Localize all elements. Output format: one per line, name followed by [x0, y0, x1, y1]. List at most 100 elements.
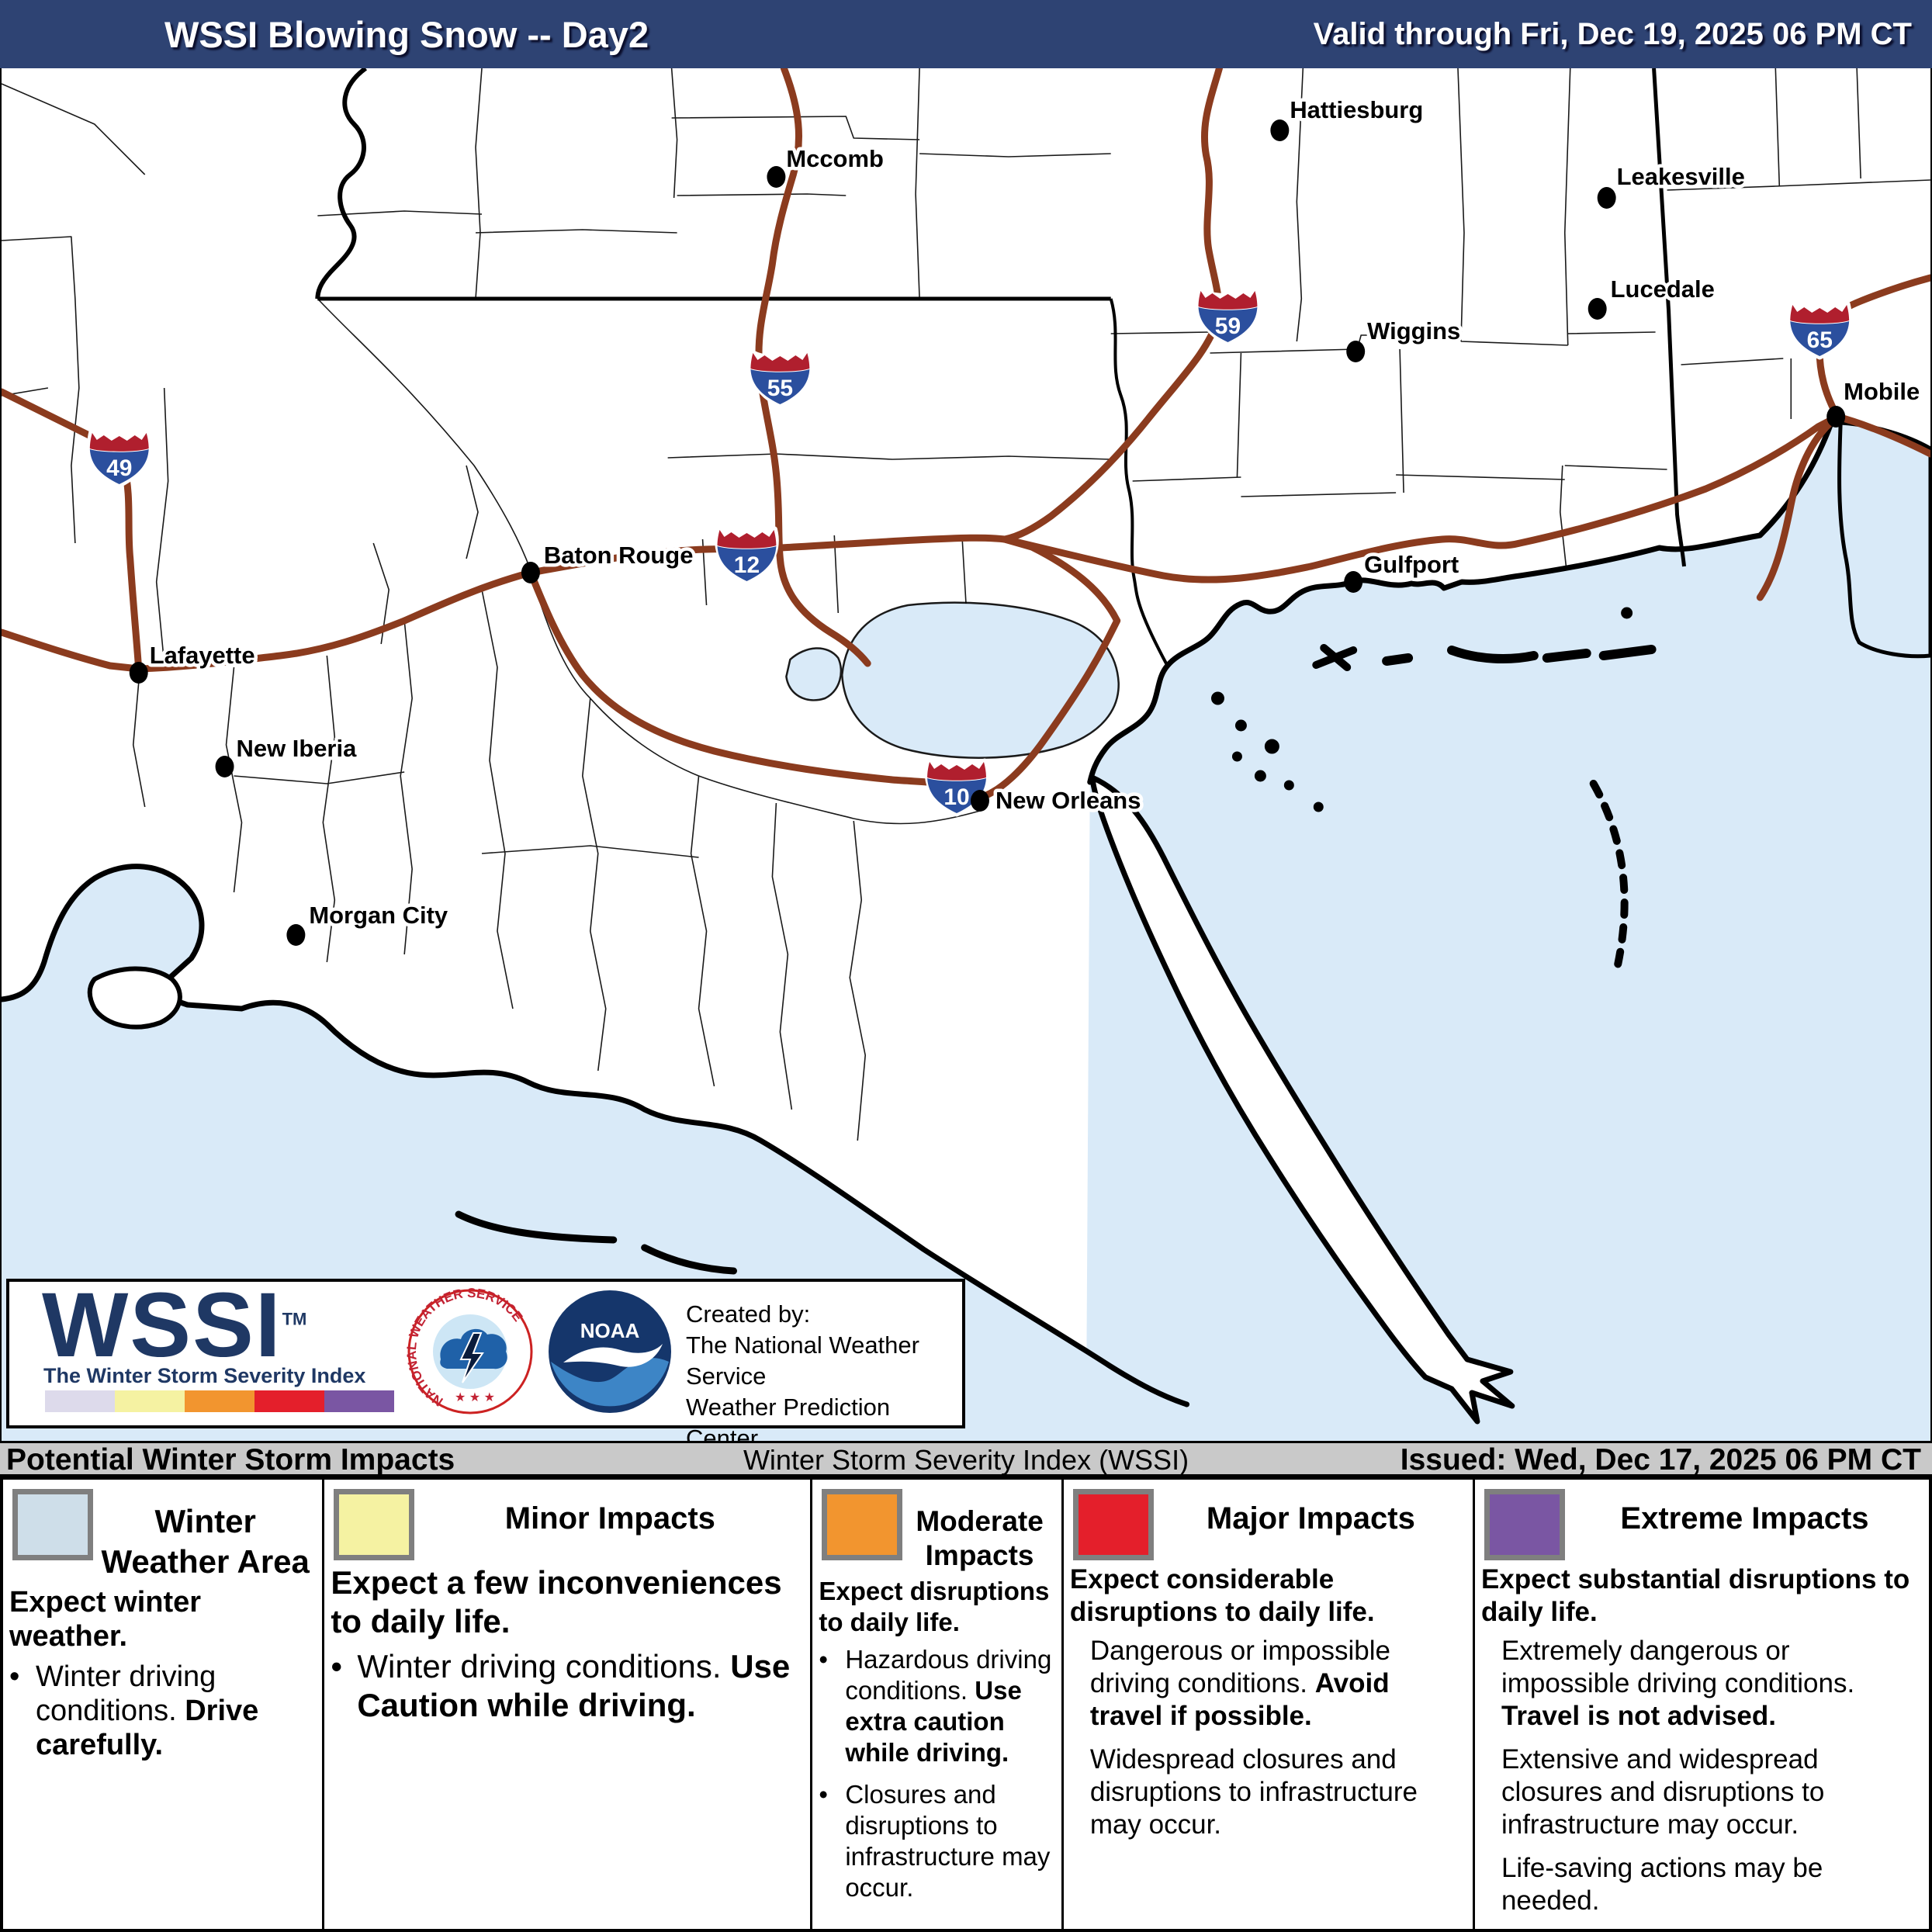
- shield-number: 49: [106, 455, 132, 481]
- interstate-shield-59: 59: [1196, 287, 1260, 346]
- impact-legend: Winter Weather Area Expect winter weather…: [0, 1477, 1932, 1932]
- svg-text:★ ★ ★: ★ ★ ★: [455, 1391, 495, 1404]
- strip-swatch-1: [115, 1390, 185, 1412]
- noaa-logo-icon: NOAA: [549, 1290, 671, 1413]
- city-dot: [1270, 119, 1290, 141]
- city-label: Mobile: [1844, 378, 1920, 405]
- city-hattiesburg: Hattiesburg: [1270, 92, 1427, 141]
- legend-item: •Extremely dangerous or impossible drivi…: [1481, 1635, 1924, 1733]
- city-label: Leakesville: [1617, 163, 1745, 190]
- legend-swatch-minor-impacts: [334, 1489, 415, 1560]
- legend-column-major-impacts: Major Impacts Expect considerable disrupt…: [1064, 1480, 1475, 1929]
- bullet-icon: •: [819, 1780, 828, 1809]
- legend-item-text: Extensive and widespread closures and di…: [1501, 1744, 1825, 1840]
- page-title: WSSI Blowing Snow -- Day2: [164, 13, 649, 55]
- legend-title: Extreme Impacts: [1620, 1501, 1869, 1536]
- info-bar-subtitle: Winter Storm Severity Index (WSSI): [743, 1444, 1189, 1476]
- interstate-shield-65: 65: [1787, 301, 1852, 360]
- interstate-shield-55: 55: [748, 349, 812, 408]
- city-dot: [1587, 298, 1607, 320]
- city-dot: [1826, 406, 1846, 428]
- city-markers: Mccomb Hattiesburg Leakesville Lucedale Wigg…: [129, 92, 1923, 946]
- city-dot: [286, 924, 306, 946]
- legend-column-minor-impacts: Minor Impacts Expect a few inconveniences…: [324, 1480, 813, 1929]
- legend-column-moderate-impacts: Moderate Impacts Expect disruptions to da…: [812, 1480, 1064, 1929]
- legend-item: •Extensive and widespread closures and d…: [1481, 1743, 1924, 1841]
- city-dot: [767, 166, 786, 188]
- wssi-logo-box: WSSITM The Winter Storm Severity Index N…: [6, 1274, 965, 1452]
- city-new-iberia: New Iberia: [215, 731, 361, 777]
- legend-column-winter-weather-area: Winter Weather Area Expect winter weather…: [3, 1480, 325, 1929]
- legend-header-major-impacts: Major Impacts: [1072, 1489, 1468, 1560]
- legend-item: • Winter driving conditions. Drive carefu…: [9, 1660, 317, 1762]
- legend-item-text: Winter driving conditions. Drive careful…: [36, 1660, 259, 1761]
- info-bar-title: Potential Winter Storm Impacts: [6, 1443, 455, 1477]
- city-label: New Orleans: [995, 787, 1141, 814]
- legend-column-extreme-impacts: Extreme Impacts Expect substantial disrup…: [1475, 1480, 1929, 1929]
- interstate-shield-49: 49: [87, 429, 152, 488]
- legend-intro: Expect winter weather.: [9, 1586, 202, 1653]
- bullet-icon: •: [9, 1660, 20, 1693]
- city-dot: [129, 662, 148, 684]
- legend-item-text: Hazardous driving conditions. Use extra …: [845, 1645, 1052, 1767]
- strip-swatch-4: [324, 1390, 394, 1412]
- shield-number: 55: [767, 376, 793, 401]
- strip-swatch-3: [254, 1390, 324, 1412]
- marsh-island: [87, 966, 182, 1030]
- legend-item: • Closures and disruptions to infrastruct…: [819, 1779, 1056, 1903]
- created-by-line: Created by:: [686, 1300, 811, 1328]
- city-wiggins: Wiggins: [1346, 313, 1464, 362]
- trademark-symbol: TM: [282, 1309, 307, 1329]
- city-label: Gulfport: [1364, 551, 1459, 578]
- city-morgan-city: Morgan City: [286, 898, 452, 946]
- legend-title: Minor Impacts: [504, 1501, 715, 1536]
- bullet-icon: •: [331, 1648, 343, 1684]
- map-area: 49 55 59 12 10 65 Mccomb Hattiesburg Leakesvill…: [0, 68, 1932, 1441]
- legend-title: Major Impacts: [1206, 1501, 1415, 1536]
- city-label: Lafayette: [150, 642, 255, 669]
- city-dot: [521, 562, 540, 583]
- strip-swatch-2: [185, 1390, 254, 1412]
- city-dot: [1597, 187, 1616, 209]
- legend-item: •Widespread closures and disruptions to …: [1070, 1743, 1468, 1841]
- legend-header-winter-weather-area: Winter Weather Area: [12, 1489, 317, 1582]
- interstate-shield-12: 12: [715, 526, 779, 585]
- barrier-islands: [455, 607, 1657, 1275]
- city-label: Mccomb: [786, 145, 884, 172]
- city-lafayette: Lafayette: [129, 638, 258, 684]
- city-leakesville: Leakesville: [1597, 159, 1748, 209]
- city-mobile: Mobile: [1826, 374, 1923, 428]
- legend-intro: Expect disruptions to daily life.: [819, 1577, 1050, 1636]
- legend-item: • Hazardous driving conditions. Use extra…: [819, 1644, 1056, 1768]
- legend-item-text: Dangerous or impossible driving conditio…: [1089, 1636, 1390, 1731]
- mississippi-delta: [1089, 774, 1515, 1425]
- wssi-tagline: The Winter Storm Severity Index: [43, 1364, 366, 1387]
- legend-title: Moderate Impacts: [916, 1505, 1044, 1571]
- created-by-line: The National Weather Service: [686, 1331, 919, 1390]
- legend-item-text: Winter driving conditions. Use Caution w…: [357, 1648, 791, 1723]
- state-boundaries: [315, 68, 1686, 667]
- legend-item-text: Closures and disruptions to infrastructu…: [845, 1780, 1051, 1902]
- shield-number: 65: [1807, 327, 1833, 353]
- wssi-color-strip: [45, 1390, 394, 1412]
- legend-item: •Dangerous or impossible driving conditi…: [1070, 1635, 1468, 1733]
- legend-swatch-major-impacts: [1072, 1489, 1154, 1560]
- city-label: Lucedale: [1611, 275, 1715, 303]
- city-gulfport: Gulfport: [1344, 547, 1463, 593]
- legend-header-extreme-impacts: Extreme Impacts: [1484, 1489, 1924, 1560]
- strip-swatch-0: [45, 1390, 115, 1412]
- city-dot: [1346, 341, 1366, 362]
- weather-map: 49 55 59 12 10 65 Mccomb Hattiesburg Leakesvill…: [2, 68, 1930, 1441]
- legend-title: Winter Weather Area: [101, 1503, 310, 1580]
- city-label: Morgan City: [309, 902, 448, 929]
- city-label: Hattiesburg: [1290, 96, 1423, 123]
- legend-item: • Winter driving conditions. Use Caution …: [331, 1647, 805, 1725]
- legend-swatch-moderate-impacts: [822, 1489, 903, 1560]
- shield-number: 12: [734, 552, 760, 578]
- city-dot: [215, 756, 234, 777]
- city-lucedale: Lucedale: [1587, 272, 1718, 320]
- info-bar: Potential Winter Storm Impacts Winter St…: [0, 1441, 1932, 1477]
- bullet-icon: •: [819, 1645, 828, 1674]
- legend-swatch-winter-weather-area: [12, 1489, 93, 1560]
